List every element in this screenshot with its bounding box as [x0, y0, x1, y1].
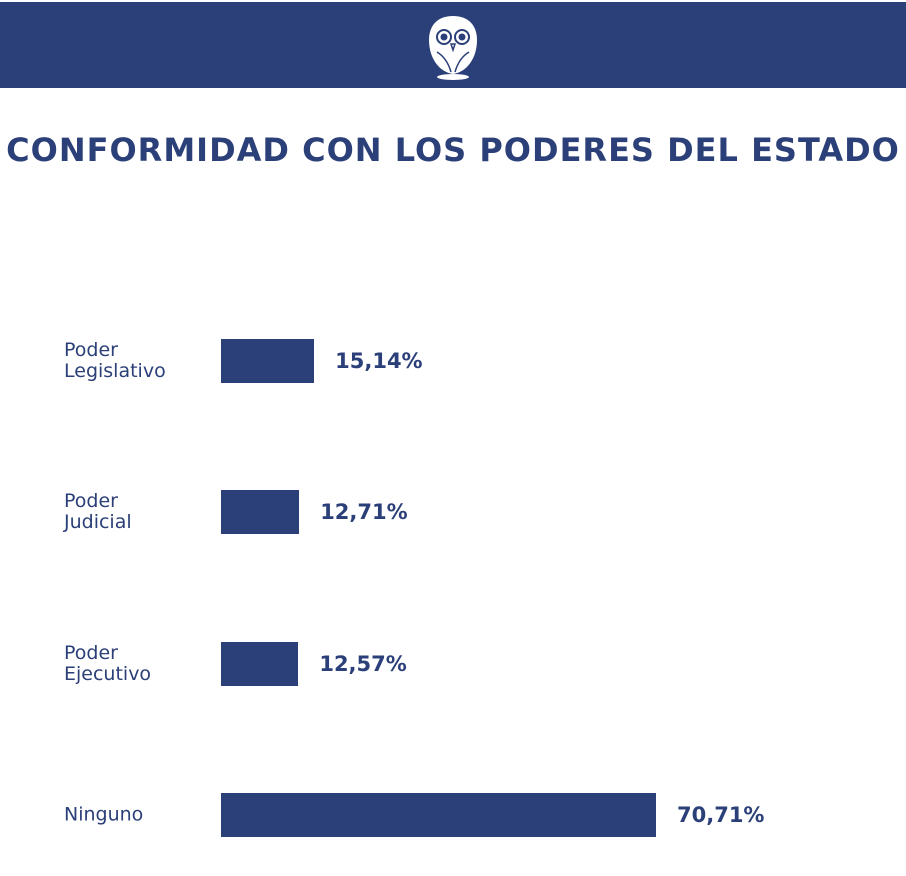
category-label: Poder Judicial	[64, 490, 132, 533]
category-label: Poder Ejecutivo	[64, 642, 152, 685]
owl-logo	[429, 16, 477, 80]
category-label: Ninguno	[64, 803, 144, 826]
bar-row: Poder Ejecutivo 12,57%	[0, 642, 906, 686]
bar	[221, 642, 299, 686]
bar	[221, 490, 300, 534]
value-label: 12,57%	[319, 652, 407, 676]
bar-row: Poder Legislativo 15,14%	[0, 339, 906, 383]
bar-row: Ninguno 70,71%	[0, 793, 906, 837]
value-label: 15,14%	[335, 349, 423, 373]
bar	[221, 339, 315, 383]
header-bar	[0, 2, 906, 88]
value-label: 70,71%	[677, 803, 765, 827]
bar-row: Poder Judicial 12,71%	[0, 490, 906, 534]
value-label: 12,71%	[320, 500, 408, 524]
bar	[221, 793, 656, 837]
chart-title: CONFORMIDAD CON LOS PODERES DEL ESTADO	[6, 131, 900, 169]
category-label: Poder Legislativo	[64, 339, 166, 382]
